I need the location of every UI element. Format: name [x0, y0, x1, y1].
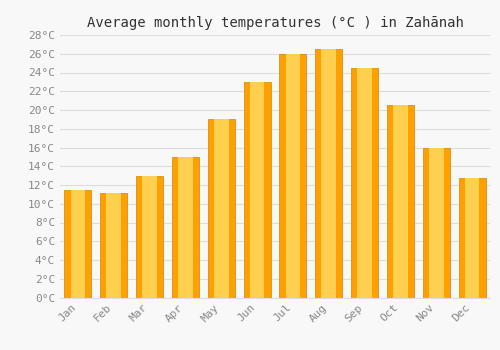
Bar	[387, 105, 414, 298]
Bar	[464, 178, 479, 298]
Bar	[214, 119, 228, 298]
Bar	[357, 68, 372, 298]
Bar	[136, 176, 163, 298]
Bar	[280, 54, 306, 298]
Title: Average monthly temperatures (°C ) in Zahānah: Average monthly temperatures (°C ) in Za…	[86, 16, 464, 30]
Bar	[172, 157, 199, 298]
Bar	[322, 49, 336, 298]
Bar	[429, 147, 444, 298]
Bar	[286, 54, 300, 298]
Bar	[244, 82, 270, 298]
Bar	[393, 105, 408, 298]
Bar	[106, 193, 121, 298]
Bar	[316, 49, 342, 298]
Bar	[208, 119, 234, 298]
Bar	[458, 178, 485, 298]
Bar	[142, 176, 157, 298]
Bar	[178, 157, 193, 298]
Bar	[250, 82, 264, 298]
Bar	[64, 190, 92, 298]
Bar	[70, 190, 86, 298]
Bar	[100, 193, 127, 298]
Bar	[423, 147, 450, 298]
Bar	[351, 68, 378, 298]
